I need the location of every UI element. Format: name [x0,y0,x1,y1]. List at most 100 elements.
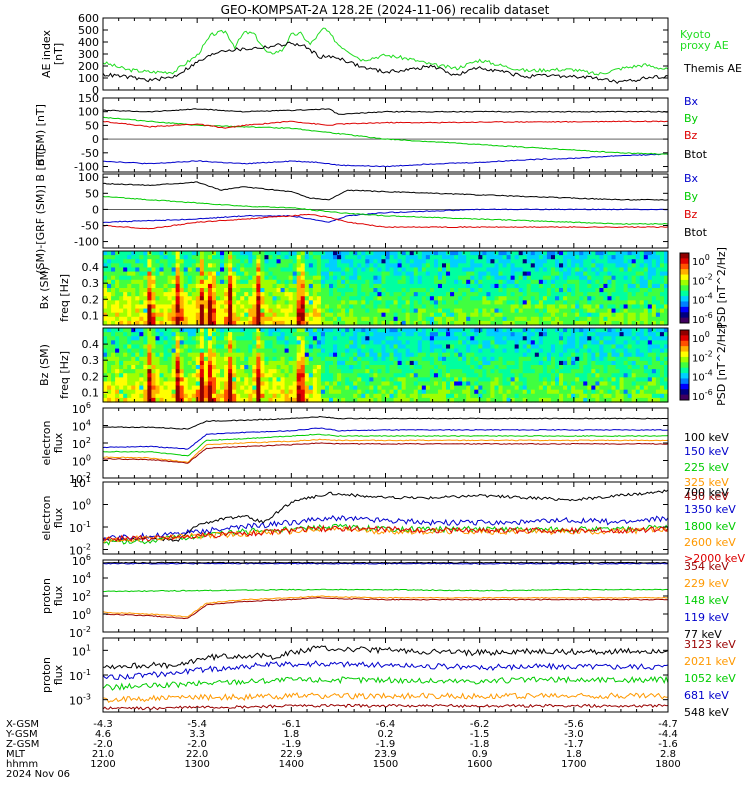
spectrogram-cell [349,275,354,281]
spectrogram-cell [329,283,334,289]
spectrogram-cell [248,397,253,403]
spectrogram-cell [256,397,261,403]
spectrogram-cell [284,381,290,387]
spectrogram-cell [397,360,403,366]
spectrogram-cell [320,340,326,346]
spectrogram-cell [433,385,439,391]
spectrogram-cell [216,373,221,378]
spectrogram-cell [550,360,556,366]
spectrogram-cell [470,300,475,306]
spectrogram-cell [272,275,278,281]
spectrogram-cell [264,275,270,281]
spectrogram-cell [272,312,278,318]
spectrogram-cell [260,365,266,370]
spectrogram-cell [377,389,383,395]
spectrogram-cell [183,316,189,322]
spectrogram-cell [494,255,500,260]
spectrogram-cell [341,320,346,326]
spectrogram-cell [659,296,665,301]
spectrogram-cell [506,360,512,366]
spectrogram-cell [454,397,459,403]
spectrogram-cell [365,373,370,378]
spectrogram-cell [498,312,504,318]
spectrogram-cell [393,365,399,370]
spectrogram-cell [510,275,516,281]
spectrogram-cell [280,288,286,293]
spectrogram-cell [115,316,120,322]
spectrogram-cell [409,393,415,399]
spectrogram-cell [393,308,399,314]
spectrogram-cell [454,263,459,269]
spectrogram-cell [470,316,475,322]
spectrogram-cell [349,381,354,387]
spectrogram-cell [417,312,423,318]
spectrogram-cell [296,300,302,306]
spectrogram-cell [514,300,520,306]
spectrogram-cell [530,344,536,350]
spectrogram-cell [401,292,407,297]
spectrogram-cell [211,328,217,333]
spectrogram-cell [337,275,342,281]
spectrogram-cell [296,377,302,383]
spectrogram-cell [583,304,588,310]
spectrogram-cell [151,288,157,293]
spectrogram-cell [228,259,233,264]
spectrogram-cell [474,393,479,399]
spectrogram-cell [369,312,374,318]
spectrogram-cell [187,360,193,366]
spectrogram-cell [264,316,270,322]
spectrogram-cell [337,332,342,337]
spectrogram-cell [555,356,560,362]
spectrogram-cell [349,300,354,306]
spectrogram-cell [224,328,229,333]
spectrogram-cell [353,389,358,395]
spectrogram-cell [292,275,298,281]
spectrogram-cell [571,259,576,264]
spectrogram-cell [131,283,136,289]
spectrogram-cell [393,304,399,310]
spectrogram-cell [171,356,177,362]
spectrogram-cell [248,393,253,399]
spectrogram-cell [171,288,177,293]
spectrogram-cell [191,389,197,395]
spectrogram-cell [324,296,330,301]
spectrogram-cell [260,381,266,387]
spectrogram-cell [385,389,391,395]
spectrogram-cell [216,251,221,256]
spectrogram-cell [466,381,471,387]
spectrogram-cell [248,316,253,322]
spectrogram-cell [526,332,532,337]
spectrogram-cell [389,288,395,293]
spectrogram-cell [187,320,193,326]
spectrogram-cell [159,275,165,281]
spectrogram-cell [555,300,560,306]
spectrogram-cell [365,332,370,337]
spectrogram-cell [550,332,556,337]
spectrogram-cell [341,308,346,314]
spectrogram-cell [482,316,487,322]
spectrogram-cell [211,316,217,322]
spectrogram-cell [357,381,362,387]
spectrogram-cell [260,304,266,310]
spectrogram-cell [131,344,136,350]
spectrogram-cell [587,292,592,297]
spectrogram-cell [631,292,637,297]
spectrogram-cell [373,328,379,333]
spectrogram-cell [115,251,120,256]
spectrogram-cell [409,255,415,260]
spectrogram-cell [240,308,245,314]
spectrogram-cell [482,369,487,374]
spectrogram-cell [119,279,124,285]
spectrogram-cell [135,332,140,337]
spectrogram-cell [288,279,294,285]
spectrogram-cell [248,369,253,374]
spectrogram-cell [450,300,455,306]
spectrogram-cell [389,255,395,260]
spectrogram-cell [381,320,387,326]
spectrogram-cell [127,279,132,285]
spectrogram-cell [155,267,161,273]
spectrogram-cell [466,360,471,366]
spectrogram-cell [252,300,257,306]
legend-kyoto-proxy-ae: proxy AE [680,39,729,52]
spectrogram-cell [530,360,536,366]
